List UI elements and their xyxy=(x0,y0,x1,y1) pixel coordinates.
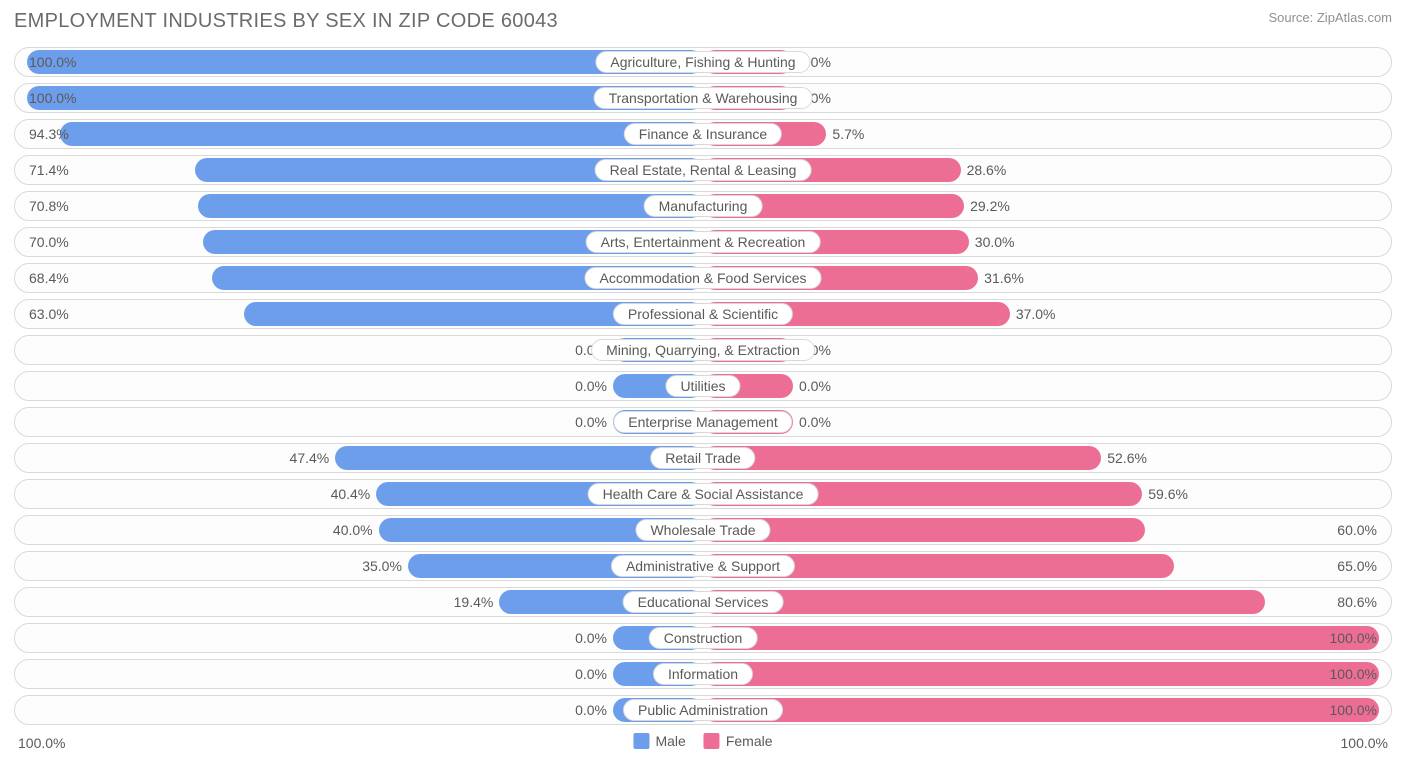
legend-label-female: Female xyxy=(726,733,773,749)
legend-swatch-male xyxy=(633,733,649,749)
chart-row: 47.4% 52.6% Retail Trade xyxy=(14,443,1392,473)
chart-row: 0.0%0.0%Mining, Quarrying, & Extraction xyxy=(14,335,1392,365)
pct-male: 47.4% xyxy=(290,450,330,466)
chart-row: 94.3% 5.7% Finance & Insurance xyxy=(14,119,1392,149)
chart-row: 100.0%0.0%Transportation & Warehousing xyxy=(14,83,1392,113)
row-category-label: Finance & Insurance xyxy=(624,123,782,145)
chart-row: 35.0% 65.0% Administrative & Support xyxy=(14,551,1392,581)
legend-swatch-female xyxy=(704,733,720,749)
pct-female: 80.6% xyxy=(1337,594,1377,610)
row-category-label: Utilities xyxy=(665,375,740,397)
axis-right-label: 100.0% xyxy=(1341,735,1388,751)
chart-header: EMPLOYMENT INDUSTRIES BY SEX IN ZIP CODE… xyxy=(14,10,1392,33)
pct-male: 63.0% xyxy=(29,306,69,322)
pct-female: 37.0% xyxy=(1016,306,1056,322)
pct-male: 19.4% xyxy=(454,594,494,610)
pct-male: 100.0% xyxy=(29,54,76,70)
chart-footer: 100.0% Male Female 100.0% xyxy=(14,733,1392,757)
chart-row: 0.0% 0.0% Utilities xyxy=(14,371,1392,401)
row-category-label: Real Estate, Rental & Leasing xyxy=(595,159,812,181)
pct-male: 40.4% xyxy=(331,486,371,502)
pct-male: 0.0% xyxy=(575,666,607,682)
chart-row: 70.8% 29.2% Manufacturing xyxy=(14,191,1392,221)
pct-female: 59.6% xyxy=(1148,486,1188,502)
bar-female xyxy=(703,698,1379,722)
chart-row: 68.4% 31.6% Accommodation & Food Services xyxy=(14,263,1392,293)
pct-female: 0.0% xyxy=(799,378,831,394)
row-category-label: Agriculture, Fishing & Hunting xyxy=(595,51,810,73)
pct-female: 29.2% xyxy=(970,198,1010,214)
pct-male: 70.8% xyxy=(29,198,69,214)
legend-label-male: Male xyxy=(655,733,685,749)
legend-item-female: Female xyxy=(704,733,773,749)
row-category-label: Health Care & Social Assistance xyxy=(588,483,819,505)
row-category-label: Information xyxy=(653,663,753,685)
pct-male: 0.0% xyxy=(575,414,607,430)
chart-row: 0.0% 100.0% Public Administration xyxy=(14,695,1392,725)
row-category-label: Public Administration xyxy=(623,699,783,721)
bar-male xyxy=(198,194,703,218)
pct-female: 100.0% xyxy=(1330,630,1377,646)
chart-row: 0.0% 100.0% Construction xyxy=(14,623,1392,653)
pct-male: 40.0% xyxy=(333,522,373,538)
bar-female xyxy=(703,626,1379,650)
pct-male: 0.0% xyxy=(575,378,607,394)
chart-row: 19.4% 80.6% Educational Services xyxy=(14,587,1392,617)
pct-male: 68.4% xyxy=(29,270,69,286)
bar-female xyxy=(703,446,1101,470)
row-category-label: Wholesale Trade xyxy=(635,519,770,541)
bar-male xyxy=(60,122,703,146)
row-category-label: Retail Trade xyxy=(650,447,755,469)
pct-male: 100.0% xyxy=(29,90,76,106)
chart-row: 63.0% 37.0% Professional & Scientific xyxy=(14,299,1392,329)
row-category-label: Educational Services xyxy=(623,591,784,613)
chart-row: 40.4% 59.6% Health Care & Social Assistanc… xyxy=(14,479,1392,509)
chart-row: 40.0% 60.0% Wholesale Trade xyxy=(14,515,1392,545)
row-category-label: Enterprise Management xyxy=(613,411,792,433)
chart-row: 71.4% 28.6% Real Estate, Rental & Leasing xyxy=(14,155,1392,185)
chart-row: 0.0% 0.0% Enterprise Management xyxy=(14,407,1392,437)
row-category-label: Construction xyxy=(649,627,758,649)
pct-female: 31.6% xyxy=(984,270,1024,286)
pct-male: 0.0% xyxy=(575,702,607,718)
pct-female: 30.0% xyxy=(975,234,1015,250)
pct-male: 35.0% xyxy=(362,558,402,574)
pct-female: 65.0% xyxy=(1337,558,1377,574)
axis-left-label: 100.0% xyxy=(18,735,65,751)
chart-row: 70.0% 30.0% Arts, Entertainment & Recreati… xyxy=(14,227,1392,257)
pct-female: 100.0% xyxy=(1330,702,1377,718)
legend-item-male: Male xyxy=(633,733,685,749)
bar-female xyxy=(703,590,1265,614)
pct-female: 5.7% xyxy=(832,126,864,142)
row-category-label: Arts, Entertainment & Recreation xyxy=(586,231,821,253)
pct-male: 70.0% xyxy=(29,234,69,250)
row-category-label: Accommodation & Food Services xyxy=(585,267,822,289)
chart-row: 100.0%0.0%Agriculture, Fishing & Hunting xyxy=(14,47,1392,77)
pct-male: 0.0% xyxy=(575,630,607,646)
bar-male xyxy=(335,446,703,470)
row-category-label: Mining, Quarrying, & Extraction xyxy=(591,339,815,361)
pct-male: 94.3% xyxy=(29,126,69,142)
chart-source: Source: ZipAtlas.com xyxy=(1268,10,1392,25)
chart-rows-container: 100.0%0.0%Agriculture, Fishing & Hunting… xyxy=(14,47,1392,725)
pct-female: 52.6% xyxy=(1107,450,1147,466)
row-category-label: Administrative & Support xyxy=(611,555,795,577)
row-category-label: Professional & Scientific xyxy=(613,303,793,325)
row-category-label: Transportation & Warehousing xyxy=(594,87,813,109)
pct-female: 60.0% xyxy=(1337,522,1377,538)
row-category-label: Manufacturing xyxy=(644,195,763,217)
chart-title: EMPLOYMENT INDUSTRIES BY SEX IN ZIP CODE… xyxy=(14,10,558,33)
pct-female: 28.6% xyxy=(967,162,1007,178)
bar-female xyxy=(703,662,1379,686)
pct-male: 71.4% xyxy=(29,162,69,178)
pct-female: 0.0% xyxy=(799,414,831,430)
chart-legend: Male Female xyxy=(633,733,772,749)
chart-row: 0.0% 100.0% Information xyxy=(14,659,1392,689)
pct-female: 100.0% xyxy=(1330,666,1377,682)
